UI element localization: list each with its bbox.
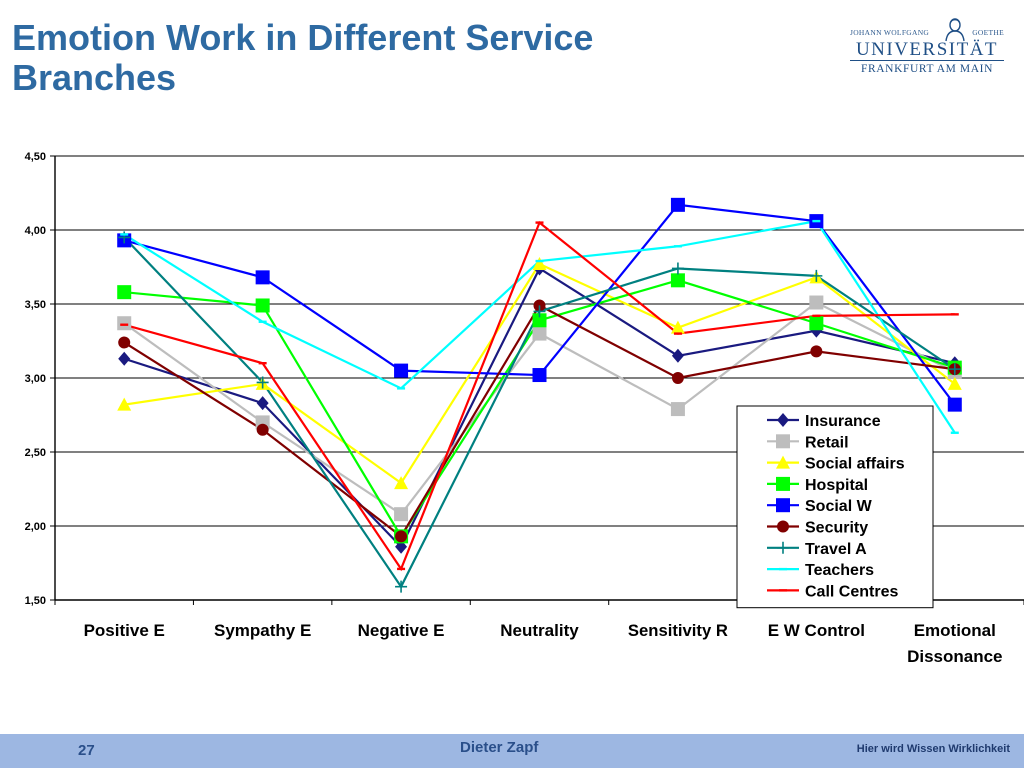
- x-category-label: Sympathy E: [214, 621, 311, 640]
- x-category-label: Positive E: [84, 621, 165, 640]
- title-line-2: Branches: [12, 57, 177, 98]
- logo-main-text: UNIVERSITÄT: [855, 39, 999, 60]
- footer-bar: 27 Dieter Zapf Hier wird Wissen Wirklich…: [0, 734, 1024, 768]
- legend-marker-travel-a: [777, 541, 789, 554]
- page-number: 27: [78, 742, 95, 759]
- data-point-social-w: [532, 368, 547, 383]
- data-point-hospital: [117, 285, 132, 300]
- data-point-insurance: [256, 396, 269, 411]
- slide-title: Emotion Work in Different Service Branch…: [12, 18, 712, 98]
- logo-divider: [850, 60, 1004, 61]
- title-line-1: Emotion Work in Different Service: [12, 17, 594, 58]
- data-point-social-w: [394, 363, 409, 378]
- legend-marker-retail: [776, 434, 790, 449]
- data-point-security: [810, 345, 823, 358]
- y-tick-label: 1,50: [25, 595, 46, 607]
- data-point-social-affairs: [117, 397, 132, 411]
- y-tick-label: 3,00: [25, 373, 46, 385]
- legend-marker-hospital: [776, 476, 790, 491]
- legend-label-social-w: Social W: [805, 498, 873, 515]
- data-point-travel-a: [948, 363, 961, 376]
- legend-label-insurance: Insurance: [805, 413, 881, 430]
- y-tick-label: 2,00: [25, 521, 46, 533]
- x-category-label: Negative E: [358, 621, 445, 640]
- data-point-hospital: [532, 313, 547, 328]
- data-point-security: [395, 530, 408, 543]
- data-point-retail: [117, 316, 132, 331]
- logo-top-right: GOETHE: [972, 28, 1004, 37]
- x-category-label: Emotional: [914, 621, 996, 640]
- legend-label-call-centres: Call Centres: [805, 583, 898, 600]
- data-point-hospital: [670, 273, 685, 288]
- data-point-retail: [394, 507, 409, 522]
- legend-marker-social-affairs: [776, 455, 790, 469]
- data-point-insurance: [118, 351, 131, 366]
- x-category-label: E W Control: [768, 621, 865, 640]
- data-point-travel-a: [810, 269, 823, 282]
- x-category-label: Sensitivity R: [628, 621, 728, 640]
- legend-label-security: Security: [805, 520, 868, 537]
- data-point-hospital: [809, 316, 824, 331]
- data-point-security: [671, 372, 684, 384]
- legend-marker-insurance: [777, 413, 789, 427]
- university-logo: JOHANN WOLFGANG GOETHE UNIVERSITÄT FRANK…: [850, 16, 1004, 80]
- data-point-travel-a: [671, 262, 684, 275]
- logo-sub-text: FRANKFURT AM MAIN: [861, 63, 993, 75]
- legend-box: [736, 405, 934, 609]
- data-point-travel-a: [256, 376, 269, 389]
- data-point-social-affairs: [532, 257, 547, 271]
- data-point-travel-a: [533, 305, 546, 318]
- data-point-social-w: [255, 270, 270, 285]
- line-chart: 1,50 2,00 2,50 3,00 3,50 4,00 4,50 Positive E Sy…: [25, 151, 1024, 666]
- legend-label-travel-a: Travel A: [805, 541, 867, 558]
- data-point-social-w: [670, 197, 685, 212]
- data-point-social-affairs: [947, 376, 962, 390]
- data-point-travel-a: [395, 580, 408, 593]
- legend-label-retail: Retail: [805, 434, 849, 451]
- data-point-security: [118, 336, 131, 349]
- y-tick-label: 4,50: [25, 151, 46, 163]
- data-point-social-affairs: [670, 320, 685, 334]
- y-tick-label: 4,00: [25, 225, 46, 237]
- data-point-social-affairs: [394, 476, 409, 490]
- data-point-insurance: [395, 539, 408, 554]
- data-point-hospital: [255, 298, 270, 313]
- data-point-retail: [532, 326, 547, 341]
- legend-marker-social-w: [776, 498, 790, 513]
- x-category-label: Neutrality: [500, 621, 579, 640]
- y-tick-label: 3,50: [25, 299, 46, 311]
- footer-slogan: Hier wird Wissen Wirklichkeit: [856, 743, 1010, 755]
- data-point-insurance: [671, 348, 684, 363]
- y-tick-label: 2,50: [25, 447, 46, 459]
- data-point-social-w: [947, 397, 962, 412]
- legend-label-hospital: Hospital: [805, 477, 868, 494]
- data-point-retail: [809, 295, 824, 310]
- logo-top-left: JOHANN WOLFGANG: [850, 28, 930, 37]
- goethe-portrait-icon: [945, 18, 965, 42]
- x-category-label: Dissonance: [907, 647, 1002, 666]
- legend-label-social-affairs: Social affairs: [805, 456, 905, 473]
- data-point-security: [256, 423, 269, 436]
- legend-label-teachers: Teachers: [805, 562, 874, 579]
- data-point-retail: [670, 402, 685, 417]
- footer-author: Dieter Zapf: [460, 739, 539, 756]
- legend-marker-security: [777, 520, 789, 533]
